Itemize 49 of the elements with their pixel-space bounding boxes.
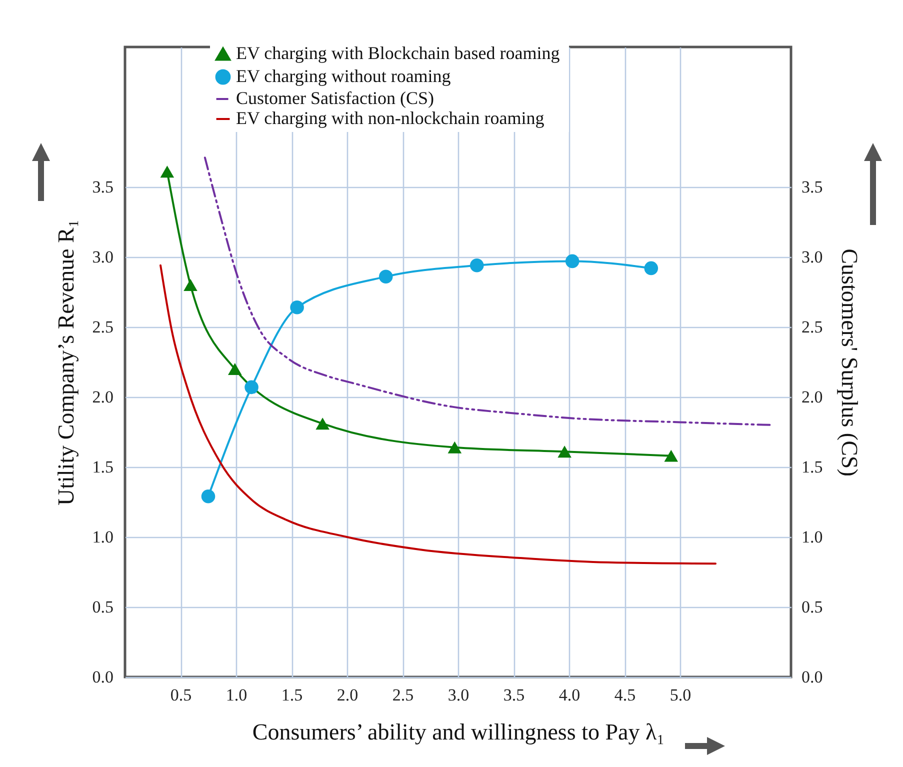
point <box>160 166 174 178</box>
y2-axis-title: Customers' Surplus (CS) <box>836 248 862 476</box>
y2-tick-label: 3.5 <box>802 178 823 196</box>
point <box>558 446 572 458</box>
y-tick-label: 2.5 <box>92 318 114 336</box>
point <box>316 418 330 430</box>
y-tick-label: 3.5 <box>92 178 114 196</box>
y2-tick-label: 1.0 <box>802 528 823 546</box>
point <box>378 270 393 284</box>
x-tick-label: 2.0 <box>336 686 358 704</box>
y-tick-label: 0.0 <box>92 668 114 686</box>
y2-tick-label: 0.0 <box>802 668 823 686</box>
legend-label: Customer Satisfaction (CS) <box>236 88 434 108</box>
y2-tick-label: 0.5 <box>802 598 823 616</box>
legend-label: EV charging with non-nlockchain roaming <box>236 108 544 128</box>
x-tick-label: 5.0 <box>670 686 692 704</box>
y2-tick-label: 2.5 <box>802 318 823 336</box>
y-axis-title: Utility Company’s Revenue R₁ <box>53 220 78 506</box>
legend-label: EV charging with Blockchain based roaming <box>236 43 560 63</box>
point <box>290 300 304 314</box>
point <box>228 363 242 375</box>
y-tick-label: 2.0 <box>92 388 114 406</box>
y2-tick-label: 3.0 <box>802 248 823 266</box>
point <box>184 279 198 291</box>
x-tick-label: 1.5 <box>281 686 303 704</box>
x-tick-label: 3.5 <box>503 686 525 704</box>
y-tick-label: 0.5 <box>92 598 114 616</box>
point <box>470 258 484 272</box>
point <box>565 254 580 268</box>
y-tick-label: 3.0 <box>92 248 114 266</box>
point <box>244 380 258 394</box>
y-tick-label: 1.5 <box>92 458 114 476</box>
point <box>448 441 462 454</box>
y-tick-label: 1.0 <box>92 528 114 546</box>
x-tick-label: 2.5 <box>392 686 414 704</box>
x-axis-title: Consumers’ ability and willingness to Pay λ₁ <box>252 720 665 744</box>
x-tick-label: 0.5 <box>170 686 192 704</box>
point <box>644 261 658 276</box>
y2-tick-label: 1.5 <box>802 458 823 476</box>
point <box>664 450 678 462</box>
y2-tick-label: 2.0 <box>802 388 823 406</box>
x-tick-label: 4.0 <box>558 686 580 704</box>
x-tick-label: 1.0 <box>226 686 248 704</box>
legend-label: EV charging without roaming <box>236 66 451 86</box>
line-series <box>160 264 717 565</box>
x-tick-label: 4.5 <box>614 686 636 704</box>
point <box>201 490 216 504</box>
x-tick-label: 3.0 <box>448 686 470 704</box>
line-series <box>204 156 774 426</box>
